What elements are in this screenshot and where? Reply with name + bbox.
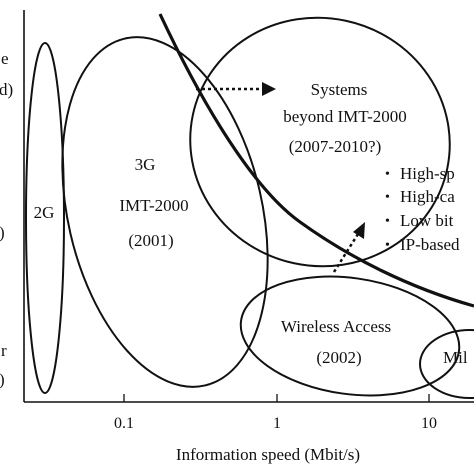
bullet-item: IP-based (400, 235, 460, 254)
bullet-glyph: • (385, 167, 390, 182)
arrow-wireless-to-beyond-head (353, 222, 365, 239)
region-beyond-ellipse (189, 16, 451, 268)
arrow-wireless-to-beyond (332, 222, 365, 273)
bullet-glyph: • (385, 214, 390, 229)
arrow-3g-to-beyond-head (262, 82, 276, 96)
x-tick-label: 10 (421, 415, 437, 432)
region-wireless-access-line-1: Wireless Access (281, 317, 391, 336)
bullet-item: Low bit (400, 211, 454, 230)
beyond-bullet-list: • High-sp • High-ca • Low bit • IP-based (385, 164, 460, 254)
region-mil-ellipse (419, 329, 474, 399)
bullet-glyph: • (385, 238, 390, 253)
region-wireless-access-ellipse (239, 275, 461, 397)
y-fragment-1: e (1, 49, 9, 68)
region-wireless-access-line-2: (2002) (316, 348, 361, 367)
y-axis-label-fragments: e d) ) r ) (0, 49, 13, 389)
bullet-item: High-sp (400, 164, 455, 183)
y-fragment-4: r (1, 341, 7, 360)
region-2g-ellipse (25, 42, 65, 394)
bullet-item: High-ca (400, 187, 455, 206)
x-axis-label: Information speed (Mbit/s) (176, 445, 360, 464)
x-tick-label: 1 (273, 415, 281, 432)
region-beyond-line-3: (2007-2010?) (289, 137, 382, 156)
arrow-3g-to-beyond (196, 82, 276, 96)
x-tick-label: 0.1 (114, 415, 134, 432)
axes (23, 10, 474, 403)
region-2g-label: 2G (34, 203, 55, 222)
bullet-glyph: • (385, 190, 390, 205)
y-fragment-3: ) (0, 223, 5, 242)
region-beyond-line-1: Systems (311, 80, 368, 99)
region-mil-label: Mil (443, 348, 468, 367)
region-beyond-line-2: beyond IMT-2000 (283, 107, 407, 126)
region-3g-ellipse (61, 36, 269, 388)
arrow-wireless-to-beyond-line (332, 233, 360, 273)
y-fragment-5: ) (0, 370, 5, 389)
y-fragment-2: d) (0, 80, 13, 99)
region-3g-line-1: 3G (135, 155, 156, 174)
evolution-boundary-curve (158, 13, 474, 308)
region-3g-line-2: IMT-2000 (119, 196, 188, 215)
region-3g-line-3: (2001) (128, 231, 173, 250)
